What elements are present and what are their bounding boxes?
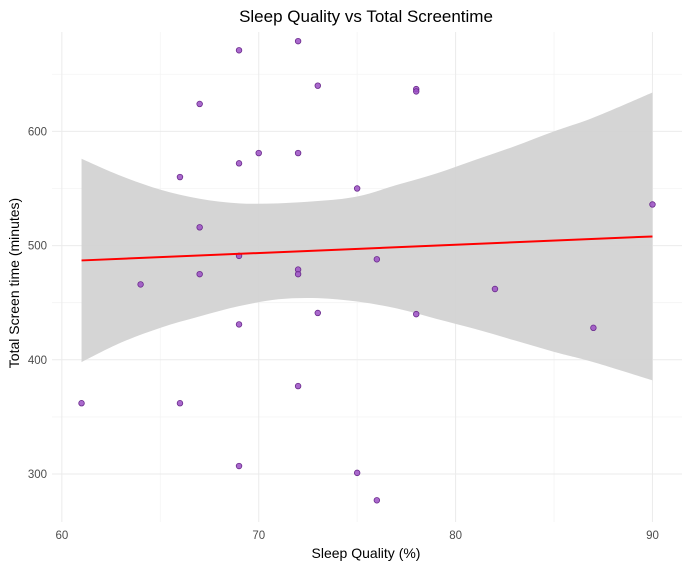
data-point <box>294 382 302 390</box>
data-point <box>235 160 243 167</box>
data-point <box>196 224 203 231</box>
y-tick-labels: 300 400 500 600 <box>28 126 47 481</box>
data-point <box>491 285 499 293</box>
data-point <box>294 149 302 157</box>
x-tick-label: 80 <box>449 530 462 542</box>
data-point <box>196 100 203 108</box>
x-tick-labels: 60 70 80 90 <box>55 530 658 542</box>
chart-title: Sleep Quality vs Total Screentime <box>239 7 493 26</box>
y-tick-label: 500 <box>28 241 47 253</box>
data-point <box>78 400 85 407</box>
y-axis-label: Total Screen time (minutes) <box>6 198 22 368</box>
data-point <box>294 270 302 278</box>
data-point <box>314 82 321 89</box>
data-point <box>353 185 361 192</box>
data-point <box>235 462 243 470</box>
data-point <box>353 469 361 477</box>
data-point <box>314 309 321 317</box>
regression-line <box>81 235 653 262</box>
data-point <box>176 173 184 181</box>
data-point <box>649 201 656 208</box>
data-point <box>196 270 203 278</box>
y-tick-label: 600 <box>28 126 47 138</box>
x-tick-label: 60 <box>55 530 68 542</box>
x-tick-label: 90 <box>646 530 659 542</box>
data-point <box>373 256 381 263</box>
y-tick-label: 400 <box>28 355 47 367</box>
data-point <box>590 324 597 332</box>
data-point <box>413 88 420 95</box>
data-point <box>255 149 262 157</box>
data-point <box>413 310 420 318</box>
data-point <box>294 37 302 45</box>
data-point <box>235 47 243 54</box>
scatter-points <box>78 37 656 504</box>
confidence-band <box>81 92 653 381</box>
data-point <box>137 281 144 288</box>
x-tick-label: 70 <box>252 530 265 542</box>
x-axis-label: Sleep Quality (%) <box>312 545 421 561</box>
data-point <box>235 321 243 328</box>
data-point <box>176 400 184 407</box>
data-point <box>373 497 381 504</box>
y-tick-label: 300 <box>28 469 47 481</box>
